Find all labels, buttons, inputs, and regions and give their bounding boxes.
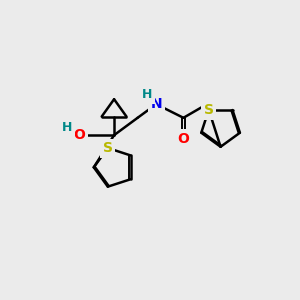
Text: O: O bbox=[178, 132, 189, 146]
Text: O: O bbox=[74, 128, 85, 142]
Text: S: S bbox=[103, 141, 113, 155]
Text: H: H bbox=[142, 88, 153, 101]
Text: S: S bbox=[204, 103, 214, 117]
Text: H: H bbox=[62, 121, 72, 134]
Text: N: N bbox=[150, 97, 162, 111]
